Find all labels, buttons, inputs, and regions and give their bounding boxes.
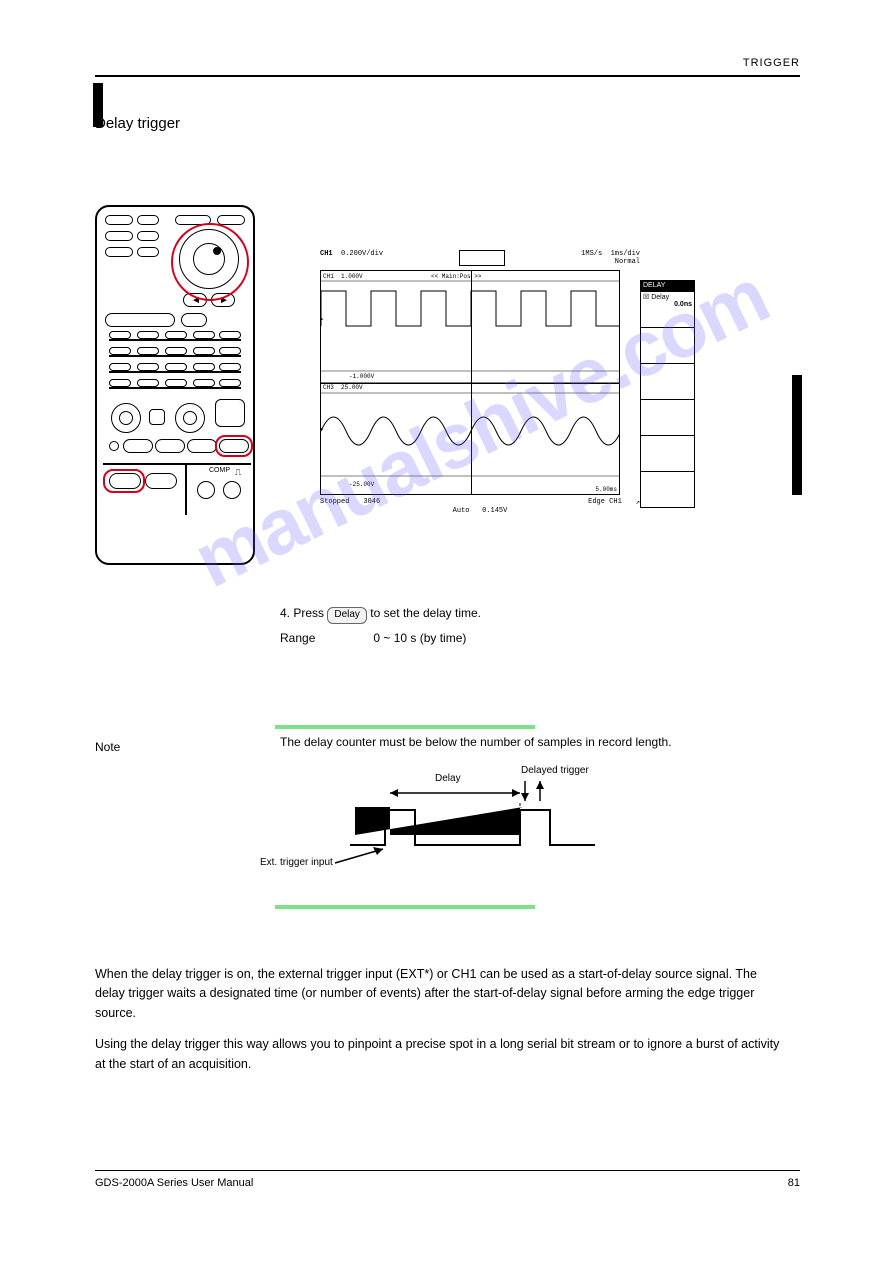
side-tab <box>792 375 802 495</box>
note-label: Note <box>95 740 120 754</box>
green-divider-bottom <box>275 905 535 909</box>
section-header: TRIGGER <box>743 57 800 69</box>
header-rule <box>95 75 800 77</box>
side-menu: DELAY ☒ Delay 0.0ns <box>640 280 695 508</box>
side-menu-title: DELAY <box>640 280 695 292</box>
step-4-text: 4. Press Delay to set the delay time. Ra… <box>280 605 720 653</box>
footer-title: GDS-2000A Series User Manual <box>95 1177 253 1189</box>
timing-diagram: Delay Ext. trigger input Delayed trigger <box>295 775 625 885</box>
scope-screenshot: CH1 0.200V/div 1MS/s 1ms/divNormal CH1 1… <box>320 250 640 510</box>
section-title: Delay trigger <box>95 115 800 132</box>
scope-grid: CH1 1.000V << Main:Pos >> -1.000V CH3 25… <box>320 270 620 495</box>
delay-softkey-label: Delay <box>327 607 367 624</box>
body-paragraphs: When the delay trigger is on, the extern… <box>95 965 785 1086</box>
waveforms <box>321 271 620 495</box>
page-footer: GDS-2000A Series User Manual 81 <box>95 1170 800 1189</box>
page-number: 81 <box>788 1177 800 1189</box>
left-tab <box>93 83 103 127</box>
green-divider-top <box>275 725 535 729</box>
note-body: The delay counter must be below the numb… <box>280 735 700 749</box>
front-panel-diagram: ◄ ► <box>95 205 255 565</box>
